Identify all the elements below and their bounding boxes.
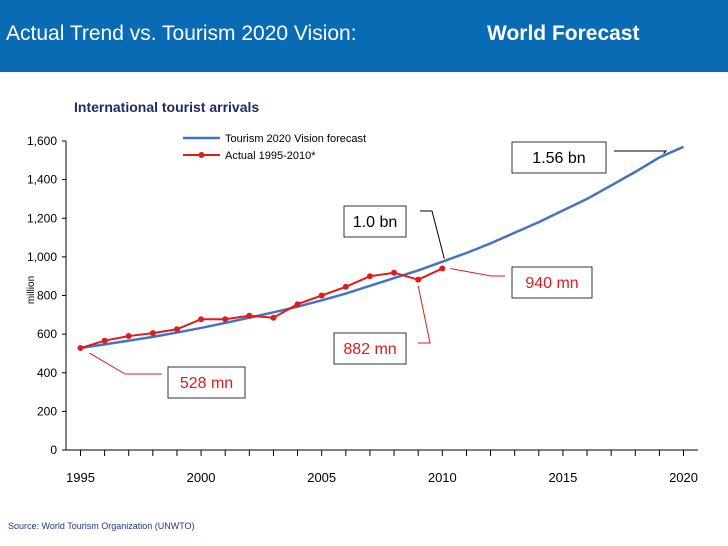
x-tick-label: 2020 bbox=[669, 470, 698, 485]
actual-data-point bbox=[294, 301, 301, 308]
annotation-leader-line bbox=[450, 267, 505, 277]
actual-series-line bbox=[80, 267, 443, 349]
y-tick-label: 1,000 bbox=[27, 250, 57, 264]
annotation-leader-line bbox=[420, 210, 445, 259]
y-tick-label: 1,200 bbox=[27, 211, 57, 225]
x-tick-label: 2000 bbox=[187, 470, 216, 485]
annotation-leader-line bbox=[417, 285, 431, 344]
annotation-box bbox=[167, 366, 246, 399]
annotation-label: 940 mn bbox=[525, 275, 578, 292]
x-tick-label: 2010 bbox=[428, 470, 457, 485]
y-tick-label: 800 bbox=[37, 289, 57, 303]
header-title: Actual Trend vs. Tourism 2020 Vision: bbox=[6, 22, 357, 45]
actual-data-point bbox=[366, 273, 373, 280]
y-axis-label: million bbox=[26, 276, 37, 304]
forecast-series-line bbox=[80, 145, 685, 350]
legend-actual-label: Actual 1995-2010* bbox=[225, 150, 316, 162]
x-tick-label: 2015 bbox=[548, 470, 577, 485]
actual-data-point bbox=[270, 314, 277, 321]
actual-data-point bbox=[415, 276, 422, 283]
y-tick-label: 1,600 bbox=[27, 134, 57, 148]
header-subtitle: World Forecast bbox=[487, 22, 640, 45]
actual-data-point bbox=[77, 345, 84, 352]
chart-title: International tourist arrivals bbox=[74, 99, 259, 115]
actual-data-point bbox=[125, 333, 132, 340]
annotation-box bbox=[343, 205, 407, 238]
actual-data-point bbox=[149, 330, 156, 337]
annotation-label: 882 mn bbox=[343, 341, 396, 358]
y-tick-label: 600 bbox=[37, 327, 57, 341]
annotation-box bbox=[511, 141, 607, 174]
header-bar: Actual Trend vs. Tourism 2020 Vision: Wo… bbox=[0, 0, 728, 72]
annotation-leader-line bbox=[89, 352, 162, 375]
actual-data-point bbox=[173, 326, 180, 333]
x-tick-label: 1995 bbox=[66, 470, 95, 485]
x-tick-label: 2005 bbox=[307, 470, 336, 485]
y-tick-label: 200 bbox=[37, 404, 57, 418]
actual-data-point bbox=[439, 265, 446, 272]
y-tick-label: 1,400 bbox=[27, 173, 57, 187]
annotation-box bbox=[333, 332, 407, 365]
actual-data-point bbox=[222, 316, 229, 323]
actual-data-point bbox=[101, 337, 108, 344]
annotation-leader-line bbox=[614, 150, 668, 154]
y-tick-label: 400 bbox=[37, 366, 57, 380]
y-tick-label: 0 bbox=[50, 443, 57, 457]
actual-data-point bbox=[198, 316, 205, 323]
annotation-label: 1.0 bn bbox=[353, 214, 397, 231]
source-note: Source: World Tourism Organization (UNWT… bbox=[8, 521, 195, 531]
annotation-label: 528 mn bbox=[180, 375, 233, 392]
actual-data-point bbox=[318, 292, 325, 299]
actual-data-point bbox=[391, 269, 398, 276]
annotation-box bbox=[511, 266, 593, 299]
actual-data-point bbox=[246, 312, 253, 319]
legend-forecast-label: Tourism 2020 Vision forecast bbox=[225, 133, 366, 145]
annotation-label: 1.56 bn bbox=[532, 150, 585, 167]
actual-data-point bbox=[342, 283, 349, 290]
legend-actual-marker bbox=[198, 152, 205, 158]
